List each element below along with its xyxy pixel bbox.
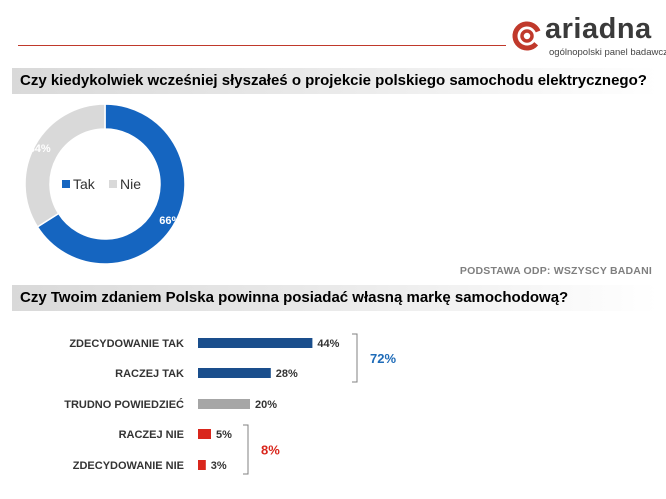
logo-mark-icon — [512, 21, 542, 51]
logo-wordmark: ariadna — [545, 13, 652, 45]
bar — [198, 429, 211, 439]
category-label: ZDECYDOWANIE TAK — [69, 338, 184, 350]
legend-swatch-tak — [62, 180, 70, 188]
question-2-band: Czy Twoim zdaniem Polska powinna posiada… — [12, 285, 658, 311]
group-total-label: 8% — [261, 443, 280, 458]
bar-value-label: 20% — [255, 399, 277, 411]
category-label: TRUDNO POWIEDZIEĆ — [64, 398, 184, 411]
group-bracket — [243, 424, 249, 475]
logo-tagline: ogólnopolski panel badawczy — [549, 47, 666, 58]
question-2-title: Czy Twoim zdaniem Polska powinna posiada… — [20, 289, 569, 306]
question-1-band: Czy kiedykolwiek wcześniej słyszałeś o p… — [12, 68, 658, 94]
donut-slice-tak — [36, 103, 186, 265]
bar-value-label: 28% — [276, 368, 298, 380]
group-bracket — [352, 333, 358, 383]
category-label: RACZEJ TAK — [115, 368, 184, 380]
bar-value-label: 44% — [317, 338, 339, 350]
donut-value-label: 34% — [29, 143, 51, 155]
bar — [198, 368, 271, 378]
bar — [198, 338, 313, 348]
donut-value-label: 66% — [159, 215, 181, 227]
bar — [198, 399, 250, 409]
question-1-title: Czy kiedykolwiek wcześniej słyszałeś o p… — [20, 72, 647, 89]
legend-label-nie: Nie — [120, 176, 141, 192]
ariadna-logo: ariadna ogólnopolski panel badawczy — [511, 13, 666, 60]
bar-value-label: 5% — [216, 429, 232, 441]
bar — [198, 460, 206, 470]
category-label: ZDECYDOWANIE NIE — [73, 460, 184, 472]
legend-swatch-nie — [109, 180, 117, 188]
category-label: RACZEJ NIE — [119, 429, 184, 441]
basis-note: PODSTAWA ODP: WSZYSCY BADANI — [459, 265, 652, 277]
donut-slice-nie — [24, 103, 106, 228]
legend-label-tak: Tak — [73, 176, 96, 192]
group-total-label: 72% — [370, 351, 396, 366]
header-divider — [18, 45, 506, 46]
bar-value-label: 3% — [211, 460, 227, 472]
